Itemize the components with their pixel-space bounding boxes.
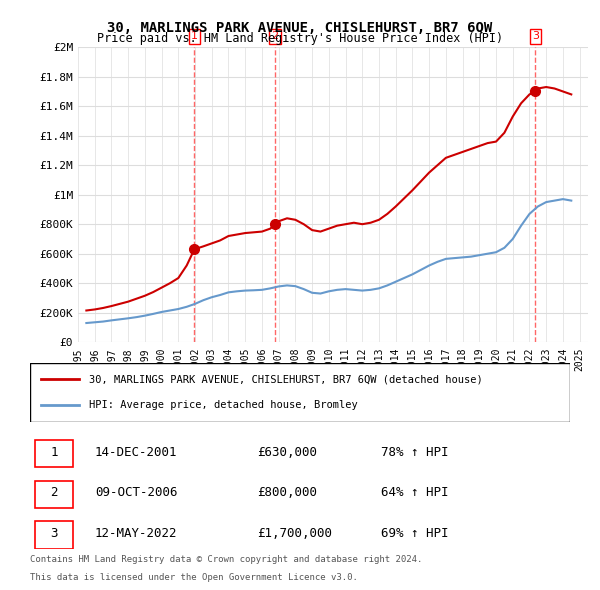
FancyBboxPatch shape — [30, 363, 570, 422]
Text: 3: 3 — [50, 527, 58, 540]
Text: 78% ↑ HPI: 78% ↑ HPI — [381, 445, 449, 458]
Text: 1: 1 — [50, 445, 58, 458]
Text: 1: 1 — [191, 31, 198, 41]
Text: 12-MAY-2022: 12-MAY-2022 — [95, 527, 178, 540]
Text: 3: 3 — [532, 31, 539, 41]
Text: Price paid vs. HM Land Registry's House Price Index (HPI): Price paid vs. HM Land Registry's House … — [97, 32, 503, 45]
Text: £800,000: £800,000 — [257, 486, 317, 500]
Text: 69% ↑ HPI: 69% ↑ HPI — [381, 527, 449, 540]
Text: 09-OCT-2006: 09-OCT-2006 — [95, 486, 178, 500]
Text: Contains HM Land Registry data © Crown copyright and database right 2024.: Contains HM Land Registry data © Crown c… — [30, 555, 422, 564]
Text: 64% ↑ HPI: 64% ↑ HPI — [381, 486, 449, 500]
Text: HPI: Average price, detached house, Bromley: HPI: Average price, detached house, Brom… — [89, 401, 358, 410]
Text: 2: 2 — [50, 486, 58, 500]
Text: 2: 2 — [271, 31, 278, 41]
FancyBboxPatch shape — [35, 522, 73, 549]
Text: £630,000: £630,000 — [257, 445, 317, 458]
Text: £1,700,000: £1,700,000 — [257, 527, 332, 540]
Text: This data is licensed under the Open Government Licence v3.0.: This data is licensed under the Open Gov… — [30, 572, 358, 582]
Text: 30, MARLINGS PARK AVENUE, CHISLEHURST, BR7 6QW (detached house): 30, MARLINGS PARK AVENUE, CHISLEHURST, B… — [89, 375, 483, 384]
FancyBboxPatch shape — [35, 440, 73, 467]
Text: 14-DEC-2001: 14-DEC-2001 — [95, 445, 178, 458]
Text: 30, MARLINGS PARK AVENUE, CHISLEHURST, BR7 6QW: 30, MARLINGS PARK AVENUE, CHISLEHURST, B… — [107, 21, 493, 35]
FancyBboxPatch shape — [35, 480, 73, 508]
